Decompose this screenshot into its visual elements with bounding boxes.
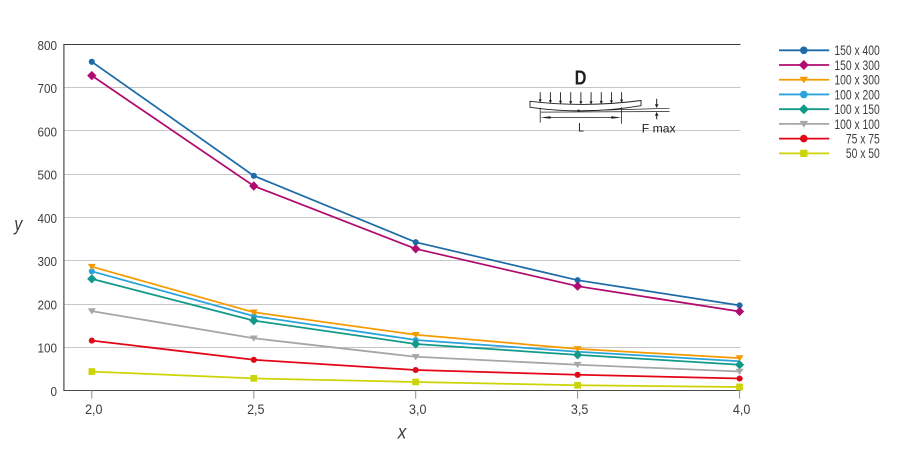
svg-text:150 x 400: 150 x 400 [834,43,880,59]
svg-text:x: x [397,420,407,442]
svg-text:y: y [13,213,23,235]
svg-text:500: 500 [37,168,57,183]
svg-text:3,5: 3,5 [571,401,588,417]
svg-text:150 x 300: 150 x 300 [834,57,880,73]
svg-text:3,0: 3,0 [409,401,426,417]
svg-text:100 x 300: 100 x 300 [834,72,880,88]
svg-text:700: 700 [37,82,57,97]
svg-text:2,0: 2,0 [85,401,102,417]
svg-text:75 x 75: 75 x 75 [846,131,880,147]
svg-text:0: 0 [50,384,57,399]
svg-text:100 x 200: 100 x 200 [834,87,880,103]
svg-text:800: 800 [37,38,57,53]
svg-text:300: 300 [37,255,57,270]
svg-text:200: 200 [37,298,57,313]
svg-text:F max: F max [642,121,676,135]
svg-text:4,0: 4,0 [733,401,750,417]
svg-text:100: 100 [37,341,57,356]
svg-text:D: D [575,66,587,89]
svg-text:600: 600 [37,125,57,140]
svg-text:400: 400 [37,211,57,226]
svg-text:100 x 150: 100 x 150 [834,102,880,118]
svg-text:L: L [578,122,584,135]
svg-text:2,5: 2,5 [247,401,264,417]
svg-text:50 x 50: 50 x 50 [846,146,880,162]
svg-text:100 x 100: 100 x 100 [834,116,880,132]
